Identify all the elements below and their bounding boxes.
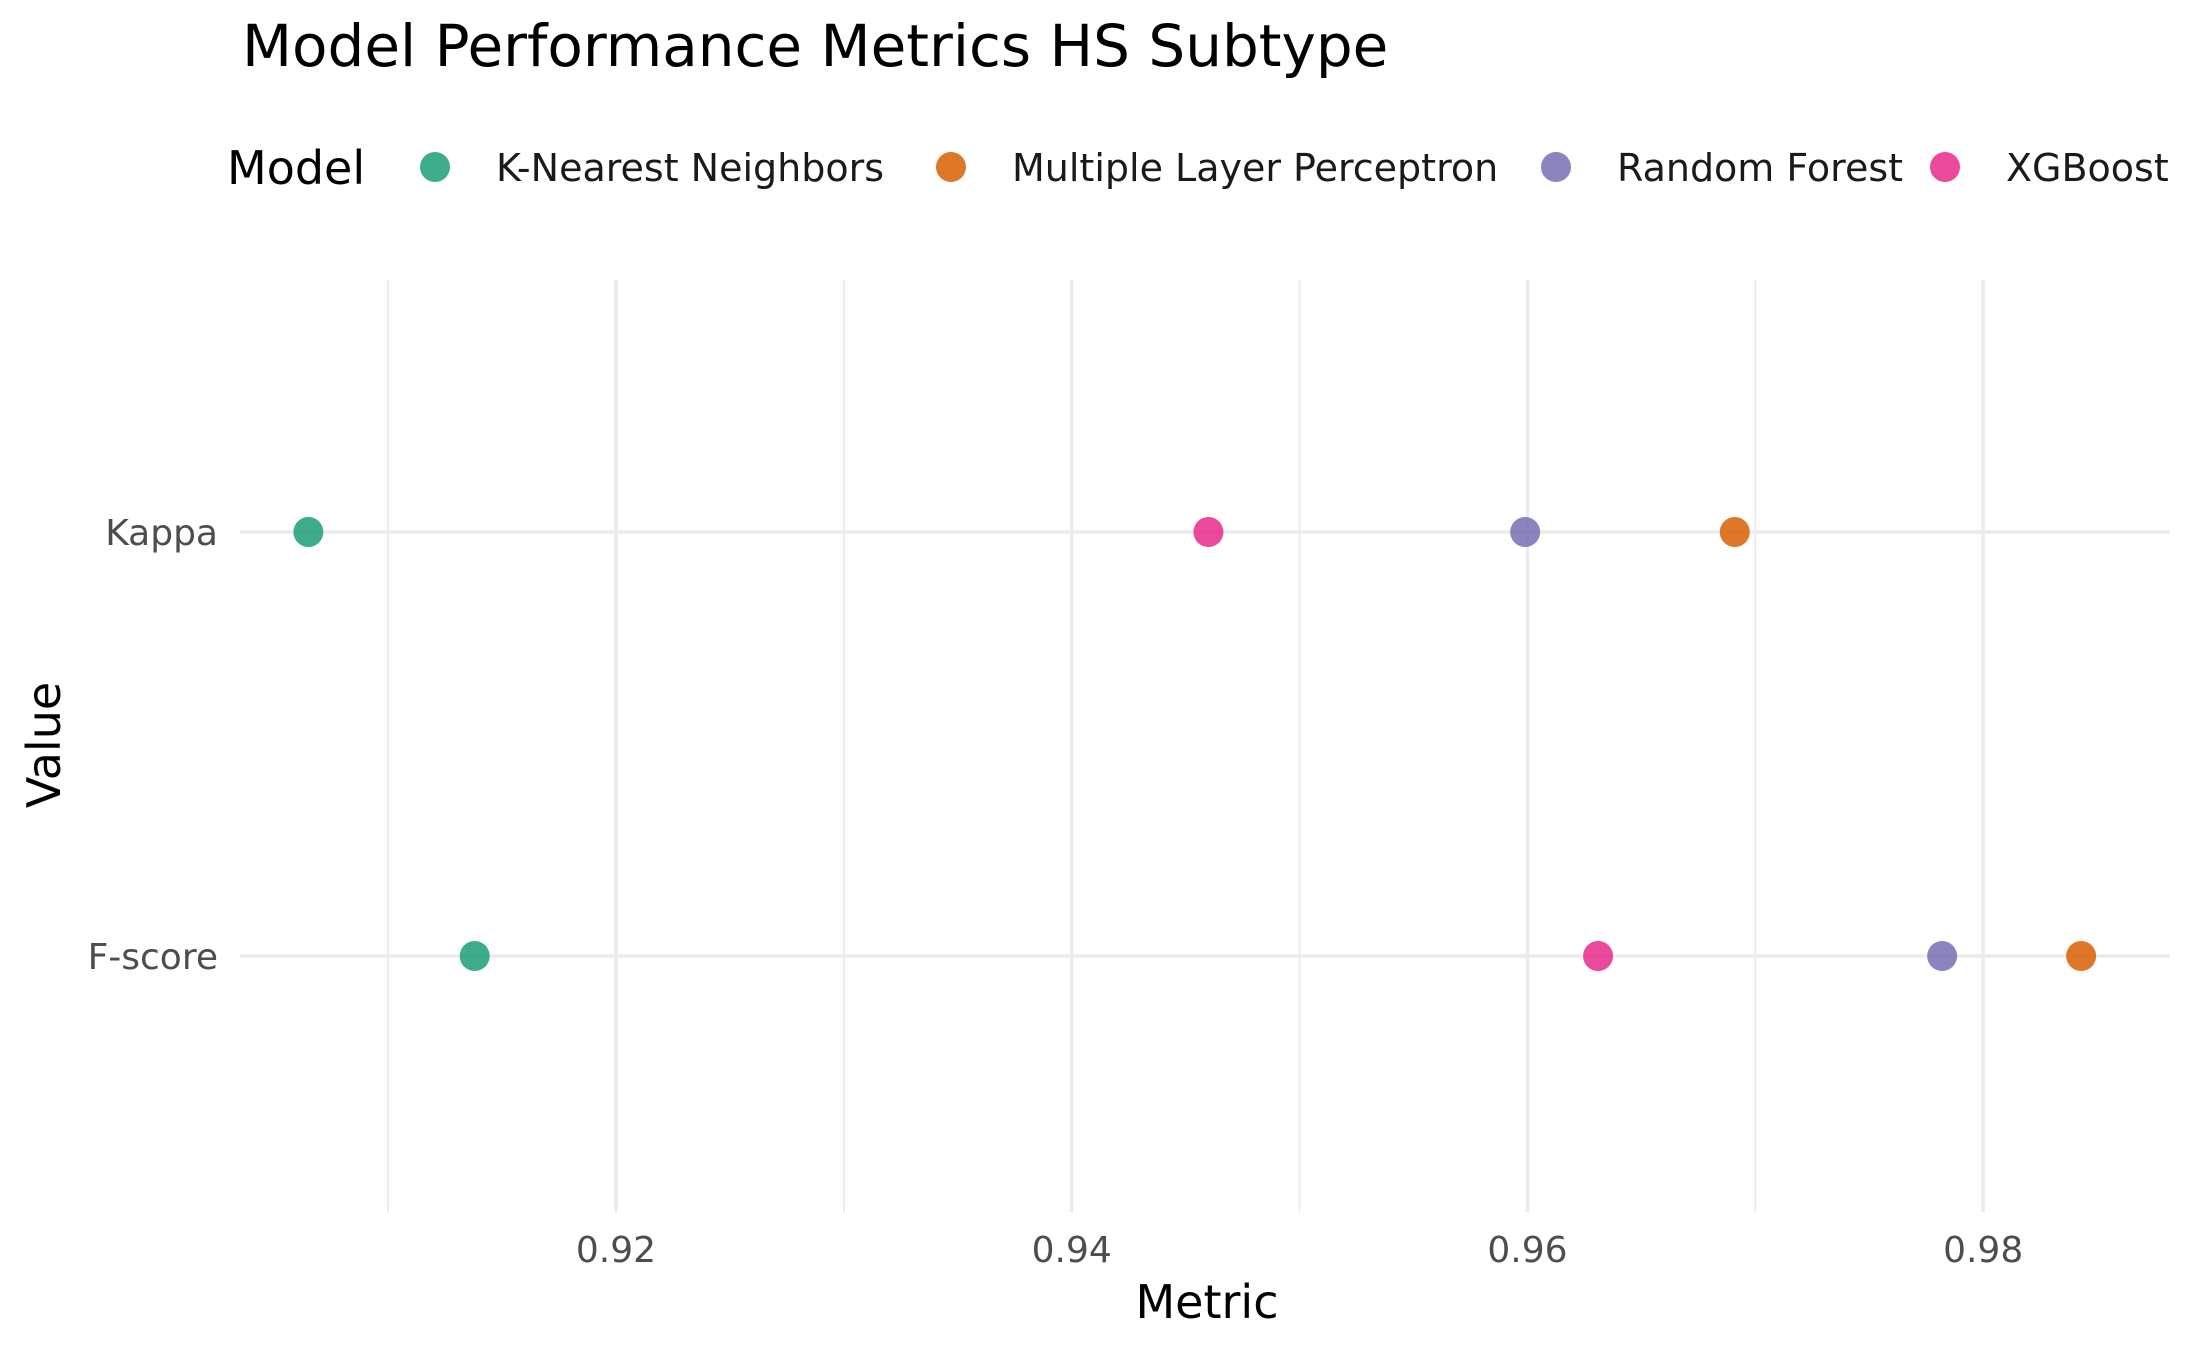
x-tick-label: 0.92	[576, 1230, 656, 1271]
data-point	[2066, 941, 2097, 971]
y-axis-title: Value	[17, 682, 71, 808]
data-point	[459, 941, 490, 971]
legend-key	[1541, 152, 1571, 182]
y-tick-label: Kappa	[105, 513, 218, 554]
data-point	[1927, 941, 1958, 971]
y-axis: Kappa F-score	[88, 513, 218, 978]
x-tick-label: 0.94	[1032, 1230, 1112, 1271]
data-point	[1583, 941, 1614, 971]
legend-label: Random Forest	[1617, 146, 1903, 190]
x-axis-title: Metric	[1135, 1275, 1278, 1329]
legend-label: Multiple Layer Perceptron	[1012, 146, 1498, 190]
x-axis: 0.92 0.94 0.96 0.98	[576, 1230, 2023, 1271]
chart-title: Model Performance Metrics HS Subtype	[242, 12, 1388, 80]
legend-key	[420, 152, 450, 182]
data-point	[293, 517, 324, 547]
data-point	[1510, 517, 1541, 547]
legend-label: K-Nearest Neighbors	[496, 146, 884, 190]
grid-lines	[240, 280, 2170, 1212]
x-tick-label: 0.98	[1943, 1230, 2023, 1271]
plot-area: Kappa F-score 0.92 0.94 0.96 0.98	[88, 280, 2170, 1271]
legend-title: Model	[227, 141, 365, 195]
data-point	[1719, 517, 1750, 547]
y-tick-label: F-score	[88, 937, 218, 978]
data-points	[293, 517, 2097, 971]
x-tick-label: 0.96	[1487, 1230, 1567, 1271]
legend-key	[1930, 152, 1960, 182]
legend-key	[936, 152, 966, 182]
legend: Model K-Nearest Neighbors Multiple Layer …	[227, 141, 2169, 195]
data-point	[1193, 517, 1224, 547]
legend-label: XGBoost	[2006, 146, 2169, 190]
